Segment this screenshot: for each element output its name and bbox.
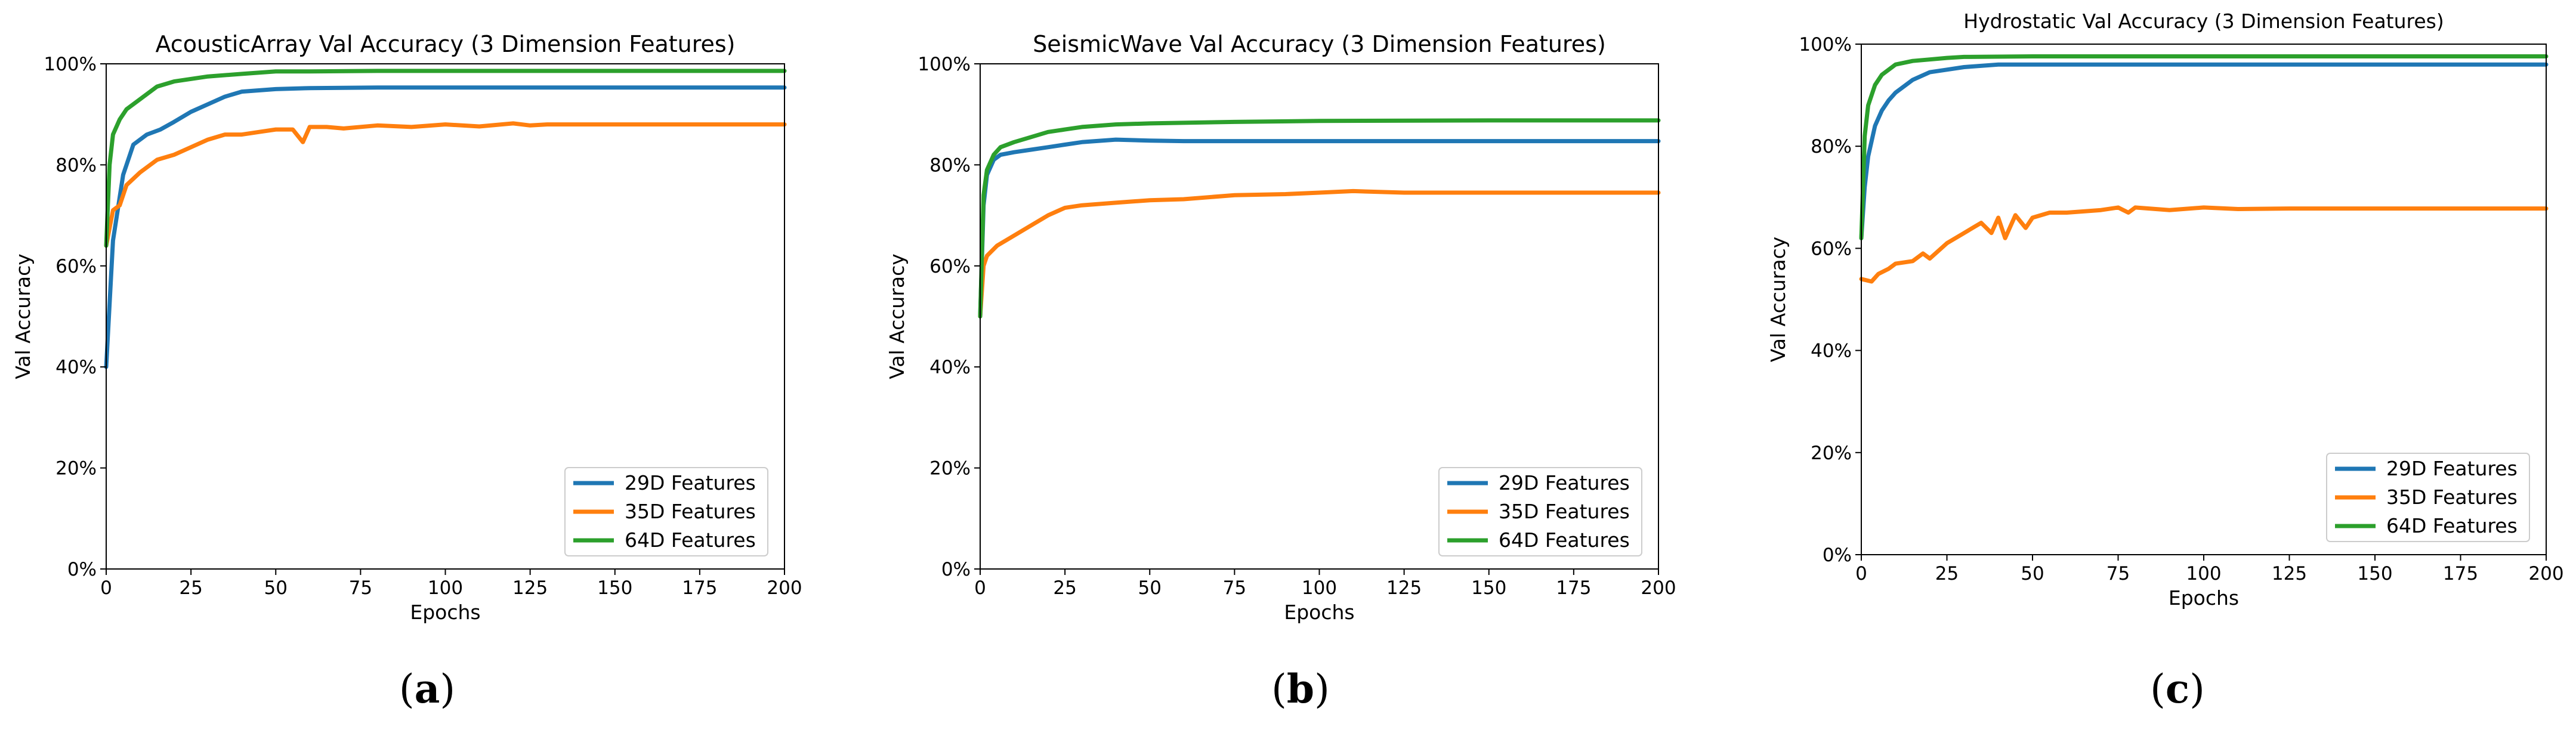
series-line-29d xyxy=(104,85,787,369)
y-tick-label: 0% xyxy=(941,559,971,580)
x-axis-label: Epochs xyxy=(410,601,480,624)
x-tick-label: 175 xyxy=(1556,577,1591,599)
y-tick-label: 20% xyxy=(55,458,97,480)
x-tick-label: 0 xyxy=(974,577,986,599)
x-tick-label: 25 xyxy=(1935,563,1959,584)
x-tick-label: 75 xyxy=(2106,563,2130,584)
plot-area: 0 25 50 75 100 125 150 175 200 0% 20% 40% 60% 80% 100% xyxy=(1799,34,2563,584)
legend-label-29d: 29D Features xyxy=(1499,471,1630,494)
x-tick-label: 150 xyxy=(2357,563,2392,584)
panel-caption: (b) xyxy=(1271,666,1330,712)
x-tick-label: 175 xyxy=(2443,563,2478,584)
y-axis-label: Val Accuracy xyxy=(885,253,909,379)
y-tick-label: 80% xyxy=(929,154,971,176)
y-tick-label: 100% xyxy=(918,54,971,75)
x-tick-label: 100 xyxy=(2186,563,2221,584)
series-line-29d xyxy=(978,137,1661,318)
x-axis-label: Epochs xyxy=(2169,586,2239,610)
legend-label-35d: 35D Features xyxy=(2386,485,2518,509)
x-tick-label: 75 xyxy=(1223,577,1246,599)
y-tick-label: 40% xyxy=(929,357,971,378)
y-tick-label: 40% xyxy=(1811,341,1852,362)
x-tick-label: 200 xyxy=(767,577,802,599)
panel-caption: (a) xyxy=(399,666,455,712)
x-tick-label: 125 xyxy=(1386,577,1422,599)
plot-area: 0 25 50 75 100 125 150 175 200 0% 20% 40% 60% 80% 100% xyxy=(918,54,1676,599)
x-tick-label: 200 xyxy=(2528,563,2563,584)
chart-panel-c: Hydrostatic Val Accuracy (3 Dimension Fe… xyxy=(1766,10,2564,712)
legend-label-64d: 64D Features xyxy=(2386,514,2518,537)
chart-panel-a: AcousticArray Val Accuracy (3 Dimension … xyxy=(11,31,802,712)
panel-caption: (c) xyxy=(2150,666,2205,712)
chart-title: Hydrostatic Val Accuracy (3 Dimension Fe… xyxy=(1963,10,2444,33)
y-axis-label: Val Accuracy xyxy=(1766,237,1790,363)
x-tick-label: 50 xyxy=(1138,577,1162,599)
x-tick-label: 100 xyxy=(1302,577,1337,599)
x-tick-label: 50 xyxy=(264,577,288,599)
legend-label-64d: 64D Features xyxy=(1499,528,1630,552)
y-tick-label: 80% xyxy=(1811,136,1852,157)
chart-title: SeismicWave Val Accuracy (3 Dimension Fe… xyxy=(1033,31,1606,57)
y-tick-label: 0% xyxy=(1823,545,1852,566)
legend-label-35d: 35D Features xyxy=(1499,500,1630,523)
y-axis-label: Val Accuracy xyxy=(11,253,35,379)
legend-label-29d: 29D Features xyxy=(2386,457,2518,480)
series-line-35d xyxy=(1859,205,2549,284)
legend-label-35d: 35D Features xyxy=(625,500,756,523)
legend-box xyxy=(2326,453,2530,542)
x-tick-label: 75 xyxy=(349,577,372,599)
y-tick-label: 100% xyxy=(1799,34,1852,55)
y-tick-label: 0% xyxy=(67,559,97,580)
series-line-35d xyxy=(104,121,787,248)
plot-area: 0 25 50 75 100 125 150 175 200 0% 20% 40% 60% 80% 100% xyxy=(44,54,802,599)
x-tick-label: 0 xyxy=(100,577,112,599)
y-tick-label: 60% xyxy=(929,256,971,277)
y-tick-label: 60% xyxy=(55,256,97,277)
series-line-64d xyxy=(104,69,787,248)
x-tick-label: 25 xyxy=(1053,577,1076,599)
series-line-64d xyxy=(978,118,1661,318)
legend-label-64d: 64D Features xyxy=(625,528,756,552)
chart-title: AcousticArray Val Accuracy (3 Dimension … xyxy=(155,31,735,57)
y-tick-label: 20% xyxy=(929,458,971,480)
legend-box xyxy=(564,467,768,556)
legend-label-29d: 29D Features xyxy=(625,471,756,494)
x-axis-label: Epochs xyxy=(1284,601,1354,624)
x-tick-label: 200 xyxy=(1641,577,1676,599)
legend: 29D Features 35D Features 64D Features xyxy=(2326,453,2530,542)
series-line-64d xyxy=(1859,54,2549,240)
legend: 29D Features 35D Features 64D Features xyxy=(564,467,768,556)
legend-box xyxy=(1438,467,1642,556)
x-tick-label: 0 xyxy=(1855,563,1867,584)
x-tick-label: 50 xyxy=(2021,563,2044,584)
x-tick-label: 125 xyxy=(2272,563,2307,584)
x-tick-label: 150 xyxy=(1471,577,1506,599)
y-tick-label: 20% xyxy=(1811,443,1852,464)
y-tick-label: 60% xyxy=(1811,238,1852,259)
y-tick-label: 100% xyxy=(44,54,97,75)
x-tick-label: 150 xyxy=(597,577,632,599)
y-tick-label: 80% xyxy=(55,154,97,176)
x-tick-label: 175 xyxy=(682,577,717,599)
x-tick-label: 100 xyxy=(428,577,463,599)
legend: 29D Features 35D Features 64D Features xyxy=(1438,467,1642,556)
y-tick-label: 40% xyxy=(55,357,97,378)
x-tick-label: 125 xyxy=(512,577,548,599)
chart-panel-b: SeismicWave Val Accuracy (3 Dimension Fe… xyxy=(885,31,1676,712)
x-tick-label: 25 xyxy=(179,577,202,599)
series-line-35d xyxy=(978,188,1661,318)
series-line-29d xyxy=(1859,62,2549,240)
